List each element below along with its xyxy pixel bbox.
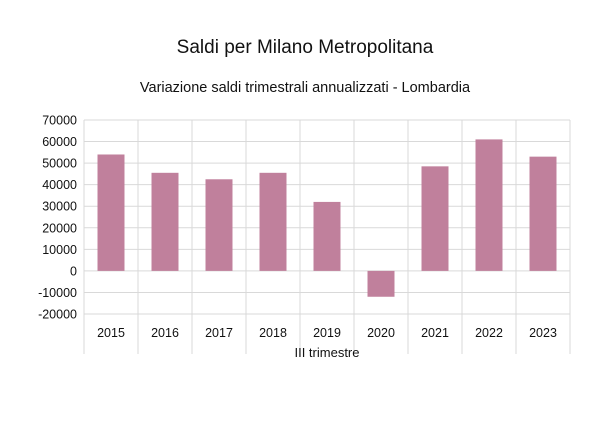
y-tick-label: -10000 [38, 286, 77, 300]
y-tick-label: 60000 [42, 135, 77, 149]
x-axis-title: III trimestre [294, 345, 359, 360]
x-tick-label: 2023 [529, 326, 557, 340]
y-tick-label: 20000 [42, 221, 77, 235]
bar-2015 [97, 154, 125, 271]
bar-2016 [151, 172, 179, 271]
y-tick-label: 0 [70, 264, 77, 278]
x-tick-label: 2021 [421, 326, 449, 340]
y-tick-label: 10000 [42, 243, 77, 257]
bar-2023 [529, 156, 557, 271]
bar-2019 [313, 201, 341, 271]
bar-2021 [421, 166, 449, 271]
y-tick-label: 50000 [42, 157, 77, 171]
bars [97, 139, 557, 297]
y-tick-label: 40000 [42, 178, 77, 192]
y-tick-label: 30000 [42, 200, 77, 214]
x-tick-label: 2020 [367, 326, 395, 340]
x-tick-label: 2017 [205, 326, 233, 340]
x-tick-label: 2018 [259, 326, 287, 340]
chart-subtitle: Variazione saldi trimestrali annualizzat… [139, 80, 471, 96]
bar-2017 [205, 179, 233, 271]
x-tick-label: 2016 [151, 326, 179, 340]
x-tick-labels: 2015 2016 2017 2018 2019 2020 2021 2022 2023 [97, 326, 557, 340]
chart-title: Saldi per Milano Metropolitana [176, 37, 434, 58]
bar-2020 [367, 270, 395, 297]
bar-2022 [475, 139, 503, 271]
y-tick-labels: -20000 -10000 0 10000 20000 30000 40000 50000 60… [38, 114, 77, 322]
bar-2018 [259, 172, 287, 271]
y-tick-label: 70000 [42, 114, 77, 128]
x-tick-label: 2015 [97, 326, 125, 340]
y-tick-label: -20000 [38, 308, 77, 322]
x-tick-label: 2019 [313, 326, 341, 340]
x-tick-label: 2022 [475, 326, 503, 340]
